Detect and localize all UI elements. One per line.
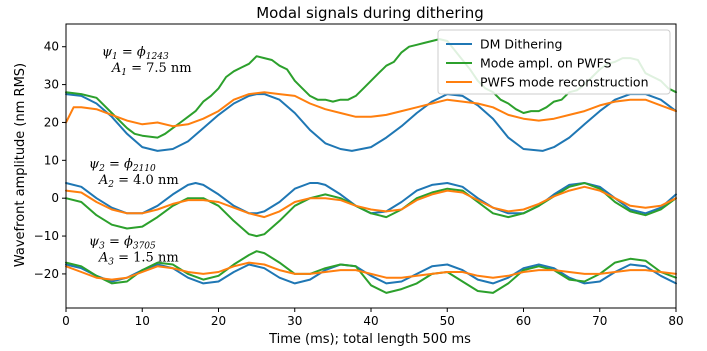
x-tick-label: 10 xyxy=(135,314,150,328)
chart-title: Modal signals during dithering xyxy=(256,4,484,22)
x-tick-label: 70 xyxy=(592,314,607,328)
series-line-dm-dithering-group-2 xyxy=(65,182,677,215)
series-line-pwfs-mode-reconstruction-group-2 xyxy=(65,185,677,219)
annotation-amplitude-label-3: A3 = 1.5 nm xyxy=(98,251,179,268)
axis-layer: 0 10 20 30 40 50 60 70 80 −20 −10 0 10 20 30 40 xyxy=(34,23,684,328)
x-tick-label: 50 xyxy=(440,314,455,328)
x-tick-label: 60 xyxy=(516,314,531,328)
series-layer xyxy=(65,38,677,294)
annotation-mode-label-3: ψ3 = ϕ3705 xyxy=(89,235,156,252)
y-tick-label: 40 xyxy=(44,40,59,54)
x-tick-label: 20 xyxy=(211,314,226,328)
legend-label: Mode ampl. on PWFS xyxy=(480,56,612,71)
series-line-pwfs-mode-reconstruction-group-1 xyxy=(65,91,677,128)
series-line-pwfs-mode-reconstruction-group-3 xyxy=(65,261,677,281)
y-tick-label: 10 xyxy=(44,153,59,167)
annotation-mode-label-2: ψ2 = ϕ2110 xyxy=(89,157,156,174)
legend-label: DM Dithering xyxy=(480,37,562,52)
x-tick-label: 30 xyxy=(287,314,302,328)
series-line-dm-dithering-group-1 xyxy=(65,93,677,152)
annotation-amplitude-label-2: A2 = 4.0 nm xyxy=(98,173,179,190)
x-tick-label: 80 xyxy=(668,314,683,328)
legend: DM Dithering Mode ampl. on PWFS PWFS mode … xyxy=(437,29,671,95)
series-line-mode-ampl-on-pwfs-group-3 xyxy=(65,250,677,294)
y-axis-label: Wavefront amplitude (nm RMS) xyxy=(13,63,28,267)
legend-box xyxy=(437,29,671,95)
y-tick-label: 20 xyxy=(44,115,59,129)
x-tick-label: 0 xyxy=(62,314,70,328)
y-tick-label: 30 xyxy=(44,78,59,92)
x-axis-label: Time (ms); total length 500 ms xyxy=(268,332,471,347)
x-tick-label: 40 xyxy=(363,314,378,328)
legend-label: PWFS mode reconstruction xyxy=(480,75,649,90)
y-tick-label: −10 xyxy=(34,229,59,243)
y-tick-label: −20 xyxy=(34,267,59,281)
y-tick-label: 0 xyxy=(51,191,59,205)
annotation-amplitude-label-1: A1 = 7.5 nm xyxy=(111,61,192,78)
annotation-mode-label-1: ψ1 = ϕ1243 xyxy=(102,45,169,62)
series-line-mode-ampl-on-pwfs-group-2 xyxy=(65,182,677,238)
